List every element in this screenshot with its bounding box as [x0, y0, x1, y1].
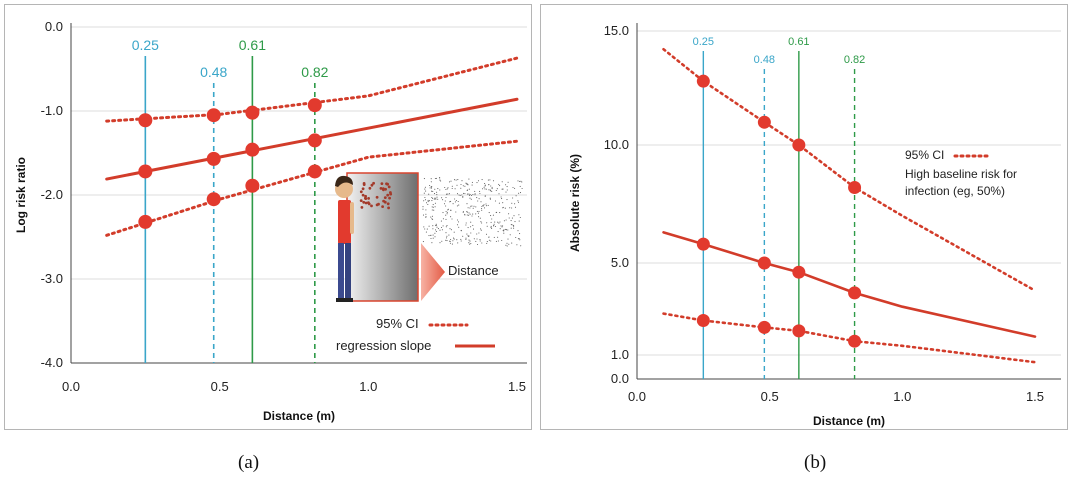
marker-label-0.61: 0.61 — [239, 37, 266, 53]
legend-ci-label-b: 95% CI — [905, 148, 944, 162]
distance-annotation: Distance — [448, 263, 499, 278]
data-point — [307, 98, 322, 113]
series-lower — [662, 312, 1037, 364]
data-point — [757, 320, 771, 334]
x-tick-label: 0.5 — [211, 379, 229, 394]
data-point — [792, 265, 806, 279]
x-tick-label: 1.0 — [359, 379, 377, 394]
droplet-illustration — [335, 172, 523, 302]
x-tick-label: 0.5 — [761, 389, 779, 404]
distance-arrow-icon — [421, 243, 445, 301]
chart-panel-a: 0.0 -1.0 -2.0 -3.0 -4.0 0.0 0.5 1.0 1.5 Distance … — [4, 4, 532, 430]
data-point — [792, 324, 806, 338]
series-fit — [662, 231, 1037, 338]
y-tick-label: 0.0 — [45, 19, 63, 34]
x-tick-label: 1.5 — [1026, 389, 1044, 404]
marker-label-0.48: 0.48 — [200, 64, 227, 80]
y-tick-label: 5.0 — [611, 255, 629, 270]
chart-panel-b: 15.0 10.0 5.0 1.0 0.0 0.0 0.5 1.0 1.5 Distance (m… — [540, 4, 1068, 430]
data-point — [696, 237, 710, 251]
x-tick-label: 0.0 — [628, 389, 646, 404]
data-point — [696, 314, 710, 327]
data-point — [848, 334, 862, 348]
legend-ci-label: 95% CI — [376, 316, 419, 331]
person-figure-icon — [335, 175, 354, 302]
y-axis-label: Log risk ratio — [14, 157, 28, 233]
x-axis-label: Distance (m) — [263, 409, 335, 423]
x-tick-label: 1.5 — [508, 379, 526, 394]
data-point — [206, 108, 221, 123]
data-point — [757, 115, 771, 129]
barrier-wall — [346, 172, 419, 302]
caption-b: (b) — [804, 452, 827, 473]
series-upper — [105, 56, 519, 123]
data-point — [138, 164, 153, 179]
y-tick-label: 1.0 — [611, 347, 629, 362]
legend-note-line2: infection (eg, 50%) — [905, 184, 1005, 198]
caption-a: (a) — [238, 452, 260, 473]
y-axis-label: Absolute risk (%) — [568, 154, 582, 252]
data-point — [307, 133, 322, 148]
marker-label-0.48: 0.48 — [754, 54, 775, 66]
data-point — [245, 178, 260, 193]
data-point — [138, 113, 153, 128]
y-tick-label: -1.0 — [41, 103, 63, 118]
data-point — [792, 138, 806, 152]
y-tick-label: -2.0 — [41, 187, 63, 202]
series-lower — [105, 139, 519, 237]
legend-note-line1: High baseline risk for — [905, 167, 1017, 181]
data-point — [848, 286, 862, 300]
x-tick-label: 0.0 — [62, 379, 80, 394]
data-point — [206, 151, 221, 166]
marker-label-0.82: 0.82 — [844, 54, 865, 66]
data-point — [138, 214, 153, 229]
x-tick-label: 1.0 — [893, 389, 911, 404]
data-point — [848, 180, 862, 194]
marker-label-0.82: 0.82 — [301, 64, 328, 80]
data-point — [245, 105, 260, 120]
marker-label-0.25: 0.25 — [693, 36, 714, 48]
y-tick-label: -3.0 — [41, 271, 63, 286]
x-axis-label: Distance (m) — [813, 414, 885, 428]
data-point — [696, 74, 710, 88]
chart-b-svg: 15.0 10.0 5.0 1.0 0.0 0.0 0.5 1.0 1.5 Distance (m… — [568, 23, 1061, 428]
data-point — [245, 142, 260, 157]
legend-slope-label: regression slope — [336, 338, 431, 353]
data-point — [757, 256, 771, 270]
y-tick-label: 0.0 — [611, 371, 629, 386]
marker-label-0.61: 0.61 — [788, 36, 809, 48]
y-tick-label: -4.0 — [41, 355, 63, 370]
y-tick-label: 15.0 — [604, 23, 629, 38]
chart-a-svg: 0.0 -1.0 -2.0 -3.0 -4.0 0.0 0.5 1.0 1.5 Distance … — [14, 19, 527, 423]
marker-label-0.25: 0.25 — [132, 37, 159, 53]
y-tick-label: 10.0 — [604, 137, 629, 152]
data-point — [206, 192, 221, 207]
data-point — [307, 164, 322, 179]
droplet-spray — [359, 177, 523, 247]
